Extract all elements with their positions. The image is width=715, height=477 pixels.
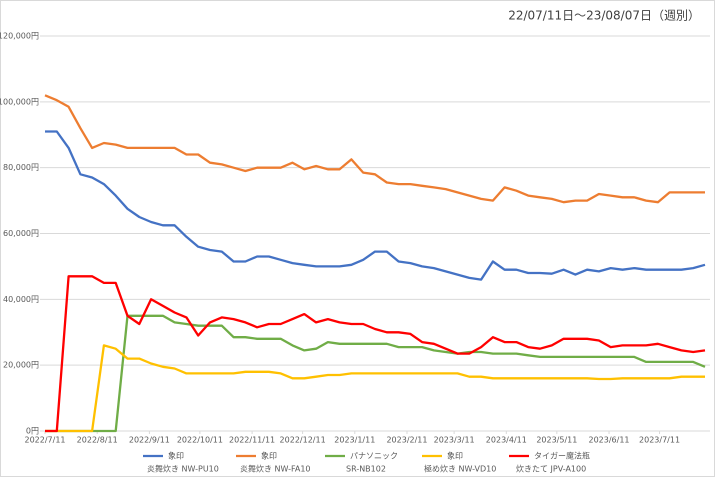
legend-label: タイガー魔法瓶 bbox=[534, 451, 590, 461]
series-line bbox=[44, 94, 705, 204]
y-tick-label: 60,000円 bbox=[3, 229, 39, 238]
x-tick-label: 2023/5/11 bbox=[536, 436, 577, 445]
y-tick-label: 20,000円 bbox=[3, 361, 39, 370]
x-tick-label: 2022/12/11 bbox=[280, 436, 326, 445]
x-tick-label: 2023/1/11 bbox=[334, 436, 375, 445]
x-tick-label: 2022/11/11 bbox=[229, 436, 275, 445]
y-tick-label: 0円 bbox=[26, 427, 39, 436]
legend-model: 極め炊き NW-VD10 bbox=[424, 464, 496, 474]
legend-model: SR-NB102 bbox=[346, 465, 386, 474]
legend-label: 象印 bbox=[447, 451, 463, 461]
series-line bbox=[45, 130, 706, 281]
x-tick-label: 2022/10/11 bbox=[177, 436, 223, 445]
y-tick-label: 80,000円 bbox=[3, 163, 39, 172]
x-tick-label: 2022/8/11 bbox=[77, 436, 118, 445]
series-line bbox=[45, 275, 706, 433]
legend-label: パナソニック bbox=[350, 452, 398, 461]
series-line bbox=[45, 344, 705, 433]
x-tick-label: 2023/6/11 bbox=[589, 436, 630, 445]
legend-model: 炎舞炊き NW-PU10 bbox=[147, 464, 219, 474]
legend-model: 炊きたて JPV-A100 bbox=[516, 464, 586, 474]
legend-label: 象印 bbox=[168, 451, 184, 461]
chart-subtitle: 22/07/11日～23/08/07日（週別） bbox=[508, 9, 700, 23]
series-line bbox=[45, 314, 706, 433]
x-tick-label: 2022/7/11 bbox=[24, 436, 65, 445]
x-tick-label: 2023/4/11 bbox=[486, 436, 527, 445]
y-tick-label: 120,000円 bbox=[0, 32, 39, 41]
x-tick-label: 2023/3/11 bbox=[434, 436, 475, 445]
y-tick-label: 100,000円 bbox=[0, 97, 39, 106]
legend-label: 象印 bbox=[261, 451, 277, 461]
y-tick-label: 40,000円 bbox=[3, 295, 39, 304]
x-tick-label: 2023/7/11 bbox=[639, 436, 680, 445]
legend-model: 炎舞炊き NW-FA10 bbox=[240, 464, 311, 474]
x-tick-label: 2022/9/11 bbox=[129, 436, 170, 445]
x-tick-label: 2023/2/11 bbox=[386, 436, 427, 445]
